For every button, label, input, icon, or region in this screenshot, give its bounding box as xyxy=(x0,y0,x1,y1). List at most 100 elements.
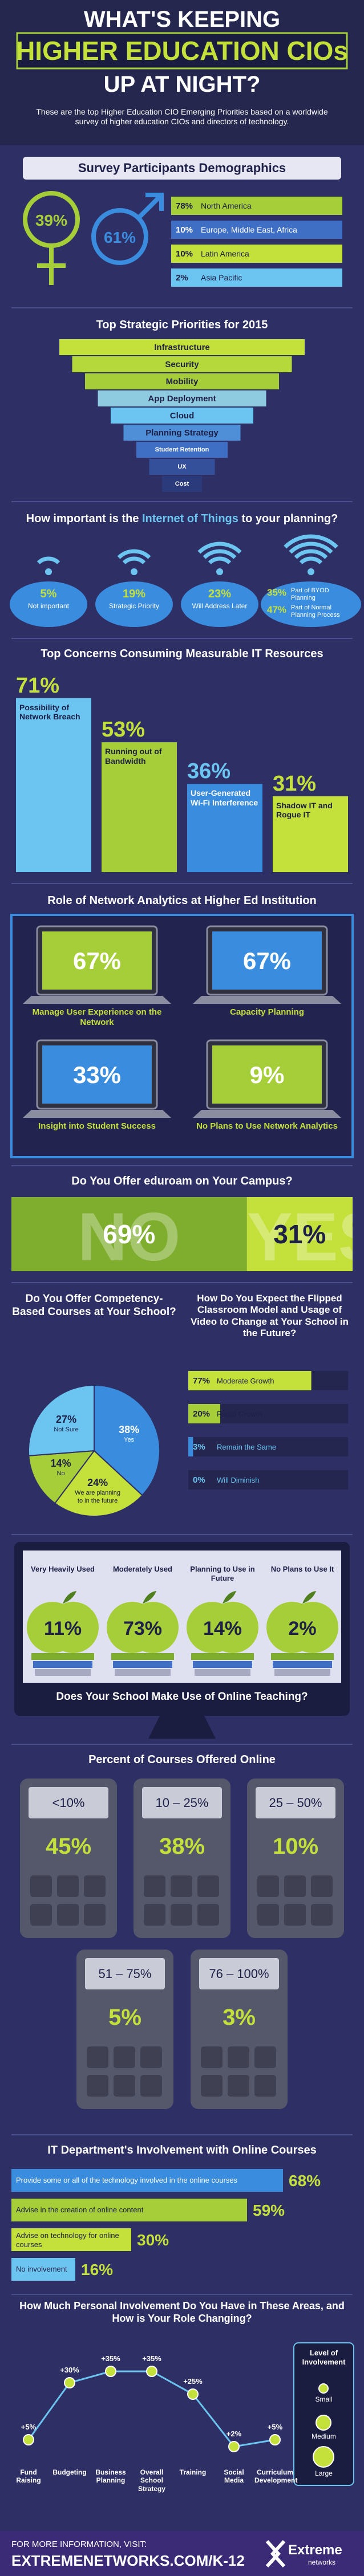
eduroam-word: NO xyxy=(78,1199,181,1275)
calc-key xyxy=(144,1875,165,1897)
book xyxy=(274,1669,330,1676)
legend-label: Small xyxy=(315,2395,333,2403)
legend-label: Large xyxy=(315,2469,333,2477)
section-title: Do You Offer eduroam on Your Campus? xyxy=(71,1175,293,1187)
calc-pct: 5% xyxy=(108,2005,141,2030)
region-pct: 2% xyxy=(176,273,188,283)
wifi-dot xyxy=(216,568,223,575)
calc-key xyxy=(87,2046,108,2068)
pie-pct: 38% xyxy=(119,1424,140,1436)
legend-title: Level of Involvement xyxy=(302,2349,346,2366)
involvement-label: +35% xyxy=(142,2354,161,2363)
area-label: Social Media xyxy=(224,2468,244,2485)
male-symbol xyxy=(137,195,161,219)
priority-bar xyxy=(162,476,202,492)
section-title: Top Concerns Consuming Measurable IT Res… xyxy=(41,648,323,660)
wifi-arc xyxy=(117,549,151,559)
iot-oval xyxy=(181,581,258,627)
involvement-label: +35% xyxy=(101,2354,120,2363)
pie-text: No xyxy=(56,1470,65,1478)
laptop-base xyxy=(193,996,341,1004)
calc-pct: 10% xyxy=(272,1834,319,1859)
apple-pct: 11% xyxy=(43,1618,82,1639)
involvement-dot xyxy=(187,2388,199,2400)
section-title: IT Department's Involvement with Online … xyxy=(47,2144,317,2156)
concern-text: Possibility of Network Breach xyxy=(19,702,80,722)
iot-pct: 35% xyxy=(267,587,287,598)
section-title: Role of Network Analytics at Higher Ed I… xyxy=(47,894,317,907)
wifi-dot xyxy=(131,568,137,575)
concern-bar xyxy=(273,796,348,872)
wifi-arc xyxy=(294,549,328,559)
calc-key xyxy=(228,2046,249,2068)
iot-oval xyxy=(95,581,173,627)
calc-range: 25 – 50% xyxy=(269,1796,322,1810)
apple-label: No Plans to Use It xyxy=(270,1565,334,1573)
analytics-text: No Plans to Use Network Analytics xyxy=(196,1121,338,1131)
flipped-text: Will Diminish xyxy=(217,1476,260,1484)
iot-pct: 23% xyxy=(208,588,232,600)
involvement-dot xyxy=(269,2434,281,2445)
title-part: to your planning? xyxy=(238,512,338,525)
flipped-text: Moderate Growth xyxy=(217,1377,274,1385)
concern-bar xyxy=(102,742,177,872)
eduroam-pct: 69% xyxy=(103,1219,156,1249)
pie-pct: 24% xyxy=(87,1477,108,1489)
priority-bar xyxy=(136,442,228,458)
calc-key xyxy=(87,2075,108,2097)
wifi-arc xyxy=(122,556,146,564)
pie-text: Yes xyxy=(124,1436,135,1444)
involvement-dot xyxy=(23,2434,34,2445)
involvement-dot xyxy=(228,2441,240,2452)
calc-key xyxy=(171,1875,192,1897)
analytics-pct: 67% xyxy=(72,947,122,974)
iot-oval xyxy=(10,581,87,627)
book xyxy=(111,1653,174,1660)
title-box xyxy=(23,157,341,180)
calc-key xyxy=(311,1904,333,1926)
region-name: Asia Pacific xyxy=(201,273,242,282)
pie-pct: 14% xyxy=(50,1458,71,1470)
calc-key xyxy=(140,2075,162,2097)
apple xyxy=(207,1602,258,1653)
involvement-text: Provide some or all of the technology in… xyxy=(16,2176,238,2184)
calc-pct: 38% xyxy=(159,1834,205,1859)
section-title: Top Strategic Priorities for 2015 xyxy=(96,319,268,331)
involvement-label: +5% xyxy=(21,2423,37,2431)
eduroam-bar xyxy=(246,1197,353,1271)
analytics-text: Manage User Experience on the Network xyxy=(32,1007,162,1027)
analytics-pct: 33% xyxy=(72,1061,122,1088)
flipped-pct: 3% xyxy=(193,1442,205,1452)
title-part: Internet of Things xyxy=(142,512,238,525)
flipped-pct: 77% xyxy=(193,1376,211,1386)
calc-key xyxy=(144,1904,165,1926)
section-title: Do You Offer Competency-Based Courses at… xyxy=(12,1293,176,1318)
footer-text: FOR MORE INFORMATION, VISIT: xyxy=(11,2540,147,2549)
section-title: How important is the Internet of Things … xyxy=(11,512,353,526)
area-label: Budgeting xyxy=(52,2468,87,2476)
legend-dot xyxy=(318,2383,329,2394)
book xyxy=(191,1653,254,1660)
analytics-text: Capacity Planning xyxy=(229,1007,305,1017)
flipped-bar xyxy=(188,1437,193,1456)
involvement-bar xyxy=(11,2258,75,2281)
calc-screen xyxy=(29,1787,108,1818)
logo-text: Extreme xyxy=(288,2542,342,2558)
title-line: WHAT'S KEEPING xyxy=(83,7,281,32)
calc-range: 51 – 75% xyxy=(98,1967,152,1981)
region-bar xyxy=(171,197,342,215)
involvement-bar xyxy=(11,2199,247,2221)
priority-bar xyxy=(85,373,279,389)
flipped-bar xyxy=(188,1404,220,1423)
involvement-pct: 59% xyxy=(253,2201,285,2219)
calc-key xyxy=(30,1875,52,1897)
flipped-bar xyxy=(188,1371,312,1390)
calc-key xyxy=(114,2075,135,2097)
calc-key xyxy=(254,2075,276,2097)
involvement-dot xyxy=(146,2366,157,2377)
priority-label: Cost xyxy=(175,481,189,487)
title-band xyxy=(16,32,348,70)
priority-label: Student Retention xyxy=(155,446,209,453)
analytics-text: Insight into Student Success xyxy=(38,1121,156,1131)
